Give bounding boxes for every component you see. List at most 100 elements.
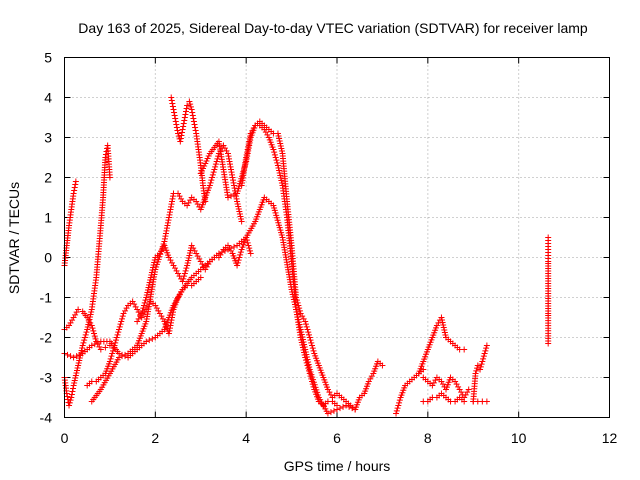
data-point (169, 100, 176, 107)
data-point (349, 405, 356, 412)
data-point (226, 158, 233, 165)
data-point (167, 203, 174, 210)
series-arc-13 (420, 374, 472, 401)
data-point (165, 330, 172, 337)
data-point (116, 326, 122, 333)
data-point (310, 347, 317, 354)
data-point (154, 258, 161, 265)
data-point (117, 321, 124, 328)
data-point (247, 250, 254, 257)
data-point (82, 331, 89, 338)
data-point (178, 132, 185, 139)
data-point (237, 249, 244, 256)
data-point (170, 106, 177, 113)
data-point (482, 347, 489, 354)
data-point (483, 398, 490, 405)
data-point (168, 314, 175, 321)
data-point (164, 219, 171, 226)
data-point (158, 313, 165, 320)
data-point (462, 391, 469, 398)
data-point (305, 331, 312, 338)
grid (64, 57, 610, 418)
data-point (102, 154, 109, 161)
data-point (177, 135, 184, 142)
data-point (231, 191, 238, 198)
data-point (302, 321, 309, 328)
data-point (297, 310, 304, 317)
data-point (465, 386, 472, 393)
y-tick-label: -3 (40, 370, 53, 386)
data-point (306, 370, 313, 377)
data-point (72, 178, 79, 185)
data-point (181, 114, 188, 121)
series-arc-16 (470, 398, 490, 405)
data-point (225, 153, 232, 160)
data-point (208, 177, 215, 184)
data-point (393, 407, 400, 414)
data-point (184, 102, 191, 109)
data-point (75, 306, 82, 313)
plot-frame (64, 57, 610, 418)
data-point (245, 141, 252, 148)
data-point (205, 261, 212, 268)
data-point (142, 297, 149, 304)
data-point (153, 305, 160, 312)
x-tick-label: 4 (242, 430, 250, 446)
data-point (307, 337, 314, 344)
data-point (122, 307, 129, 314)
data-point (246, 135, 253, 142)
data-point (68, 391, 75, 398)
data-point (76, 351, 83, 358)
data-point (245, 143, 252, 150)
data-point (172, 265, 179, 272)
data-point (221, 247, 228, 254)
data-point (340, 403, 347, 410)
data-point (228, 193, 235, 200)
series-arc-8 (168, 94, 209, 205)
data-point (293, 297, 300, 304)
data-point (202, 198, 209, 205)
data-point (64, 351, 71, 358)
data-point (230, 177, 237, 184)
data-point (236, 254, 243, 261)
data-point (155, 256, 162, 263)
data-point (168, 198, 175, 205)
data-point (393, 410, 400, 417)
data-point (71, 187, 78, 194)
data-point (187, 103, 194, 110)
data-point (230, 179, 237, 186)
data-point (175, 190, 182, 197)
data-point (303, 323, 310, 330)
data-point (194, 201, 201, 208)
data-point (167, 206, 174, 213)
data-point (212, 163, 219, 170)
data-point (473, 367, 480, 374)
data-point (171, 109, 178, 116)
data-point (66, 399, 73, 406)
data-point (394, 405, 401, 412)
data-point (545, 340, 552, 347)
data-point (244, 239, 251, 246)
data-point (453, 381, 460, 388)
data-point (181, 117, 188, 124)
data-point (225, 194, 231, 201)
data-point (92, 335, 99, 342)
chart-title: Day 163 of 2025, Sidereal Day-to-day VTE… (78, 20, 588, 36)
data-point (295, 302, 302, 309)
data-point (175, 270, 182, 277)
data-point (327, 409, 334, 416)
data-point (96, 343, 103, 350)
data-point (223, 147, 230, 154)
data-point (472, 370, 479, 377)
data-point (270, 146, 277, 153)
data-point (227, 161, 234, 168)
y-tick-label: 3 (44, 130, 52, 146)
x-tick-label: 8 (424, 430, 432, 446)
data-point (246, 247, 253, 254)
data-point (180, 120, 187, 127)
data-point (167, 322, 174, 329)
data-point (272, 154, 279, 161)
data-point (166, 325, 173, 332)
series-arc-6 (88, 142, 245, 405)
data-point (226, 245, 233, 252)
